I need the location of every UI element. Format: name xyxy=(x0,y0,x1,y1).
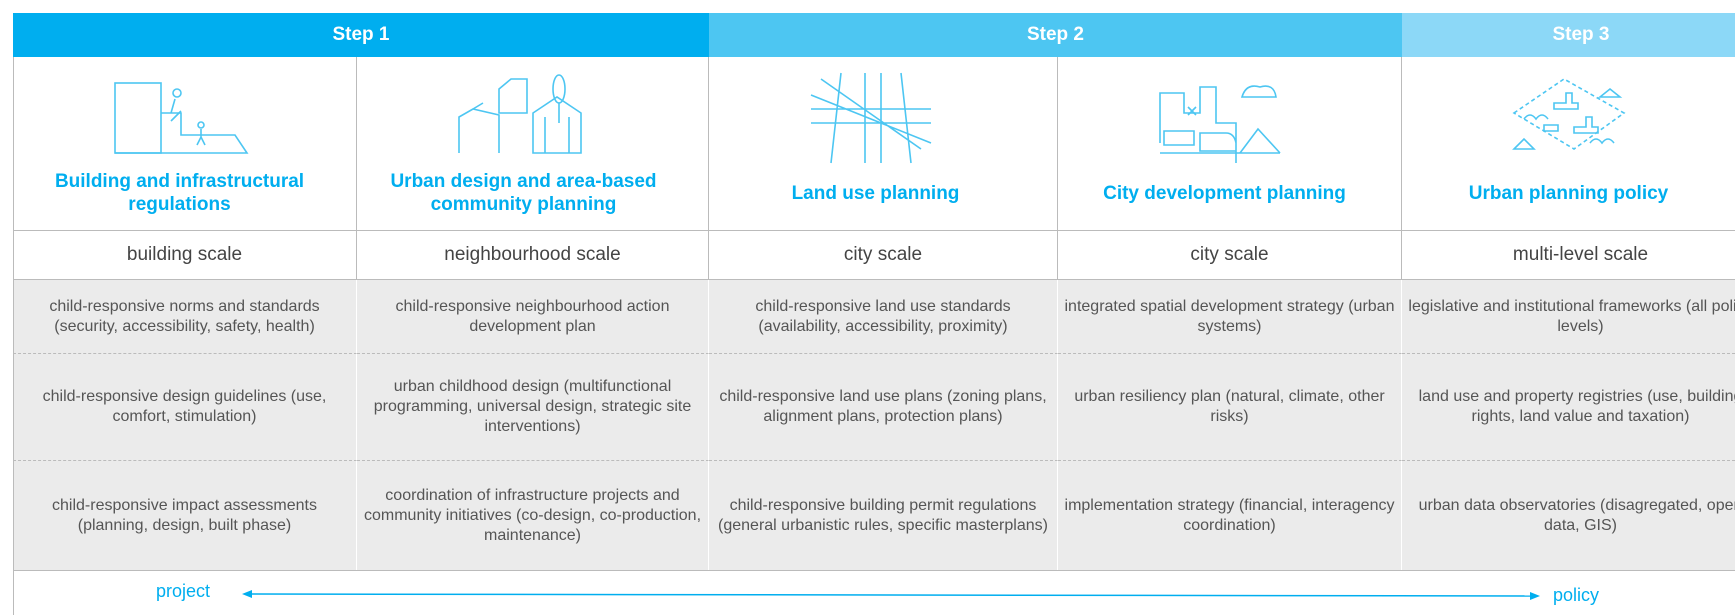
column-item: integrated spatial development strategy … xyxy=(1058,280,1402,354)
column-item: child-responsive land use plans (zoning … xyxy=(709,354,1058,461)
column-item: legislative and institutional frameworks… xyxy=(1402,280,1735,354)
column-divider xyxy=(356,57,357,230)
column-item: child-responsive impact assessments (pla… xyxy=(13,461,357,570)
column-item: child-responsive neighbourhood action de… xyxy=(357,280,709,354)
column-item: child-responsive land use standards (ava… xyxy=(709,280,1058,354)
axis-left-label: project xyxy=(156,581,211,601)
column-item: urban childhood design (multifunctional … xyxy=(357,354,709,461)
column-scale: city scale xyxy=(1058,230,1402,280)
column-icon xyxy=(457,74,582,154)
column-item: child-responsive building permit regulat… xyxy=(709,461,1058,570)
column-divider xyxy=(708,57,709,230)
axis-right-label: policy xyxy=(1553,585,1600,605)
column-divider xyxy=(1401,57,1402,230)
column-scale: city scale xyxy=(709,230,1058,280)
column-title: Urban planning policy xyxy=(1468,182,1669,204)
column-item: child-responsive norms and standards (se… xyxy=(13,280,357,354)
column-icon xyxy=(1511,78,1625,150)
left-border xyxy=(13,57,14,615)
column-item: coordination of infrastructure projects … xyxy=(357,461,709,570)
step-header: Step 2 xyxy=(709,13,1402,57)
column-title: Land use planning xyxy=(791,182,960,204)
column-icon xyxy=(1158,85,1281,163)
column-divider xyxy=(1057,57,1058,230)
column-icon xyxy=(810,72,931,164)
step-header: Step 3 xyxy=(1402,13,1735,57)
column-scale: multi-level scale xyxy=(1402,230,1735,280)
column-title: City development planning xyxy=(1103,182,1346,204)
column-item: urban data observatories (disagregated, … xyxy=(1402,461,1735,570)
column-title: Urban design and area-based community pl… xyxy=(390,171,657,215)
bottom-border xyxy=(13,570,1735,571)
column-scale: building scale xyxy=(13,230,357,280)
column-item: child-responsive design guidelines (use,… xyxy=(13,354,357,461)
column-item: urban resiliency plan (natural, climate,… xyxy=(1058,354,1402,461)
column-item: implementation strategy (financial, inte… xyxy=(1058,461,1402,570)
column-item: land use and property registries (use, b… xyxy=(1402,354,1735,461)
column-title: Building and infrastructural regulations xyxy=(54,171,305,215)
step-header: Step 1 xyxy=(13,13,709,57)
column-scale: neighbourhood scale xyxy=(357,230,709,280)
column-icon xyxy=(113,82,248,154)
